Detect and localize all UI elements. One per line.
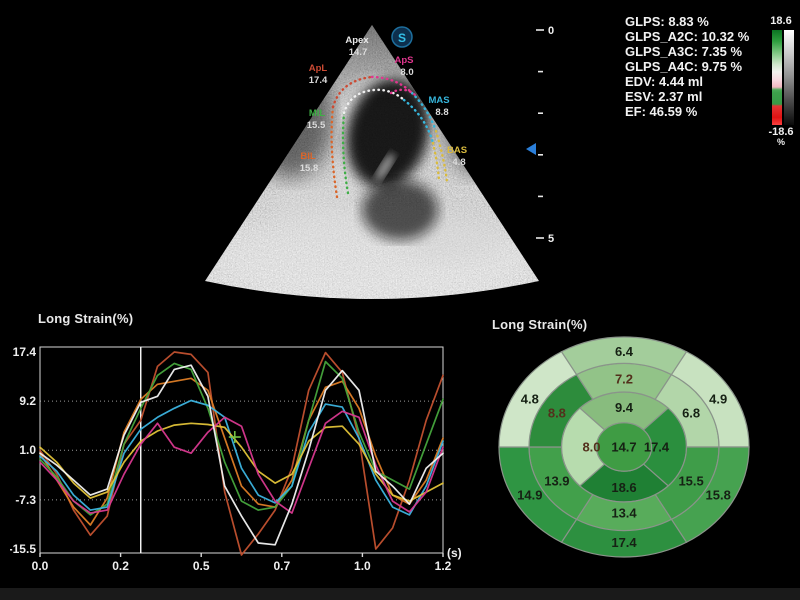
bullseye-value: 6.4 xyxy=(615,344,634,359)
bullseye-value: 17.4 xyxy=(611,535,637,550)
y-tick-label: 17.4 xyxy=(13,345,37,359)
measurement-glps-a2c: GLPS_A2C: 10.32 % xyxy=(625,29,750,44)
bullseye-value: 13.9 xyxy=(544,474,569,489)
bullseye-value: 8.8 xyxy=(548,405,566,420)
strain-colorbar xyxy=(772,30,782,125)
bullseye-value: 6.8 xyxy=(682,405,700,420)
measurement-ef: EF: 46.59 % xyxy=(625,104,698,119)
colorbar-min-label: -18.6 xyxy=(768,126,794,138)
strain-chart: 17.4 9.2 1.0 -7.3 -15.5 0.0 0.2 0.5 0.7 1.0 1.2(s) xyxy=(10,345,462,573)
segment-value-mil: 15.5 xyxy=(307,120,326,131)
bullseye-value: 14.9 xyxy=(517,487,542,502)
segment-value-apl: 17.4 xyxy=(309,75,328,86)
segment-value-bil: 15.8 xyxy=(300,163,319,174)
segment-value-bas: 4.8 xyxy=(452,157,465,168)
strain-curve-ApS xyxy=(39,410,444,514)
x-tick-label: 1.0 xyxy=(354,559,371,573)
ultrasound-image: S Apex 14.7 ApS 8.0 ApL 17.4 MAS 8.8 MIL… xyxy=(205,25,554,299)
focus-marker-icon[interactable] xyxy=(526,143,536,155)
bullseye-value: 8.0 xyxy=(582,440,600,455)
bullseye-title: Long Strain(%) xyxy=(492,317,588,332)
x-axis-unit: (s) xyxy=(447,546,462,560)
strain-chart-title: Long Strain(%) xyxy=(38,311,134,326)
endocardial-contour xyxy=(341,88,441,195)
measurement-glps-a3c: GLPS_A3C: 7.35 % xyxy=(625,44,743,59)
x-tick-label: 1.2 xyxy=(435,559,452,573)
bullseye-value: 13.4 xyxy=(611,506,637,521)
measurement-glps: GLPS: 8.83 % xyxy=(625,14,709,29)
strain-curve-ApL xyxy=(39,351,444,556)
segment-label-bas: BAS xyxy=(447,145,467,156)
depth-scale-bottom: 5 xyxy=(548,233,554,245)
bullseye-segment-outer-5 xyxy=(498,350,578,448)
y-tick-label: -7.3 xyxy=(15,493,36,507)
gray-colorbar xyxy=(784,30,794,125)
bullseye-value-center: 14.7 xyxy=(611,440,636,455)
bullseye-plot: 9.4 17.4 18.6 8.0 7.2 6.8 15.5 13.4 13.9 8.8 6.4 4.… xyxy=(498,336,750,558)
epicardial-contour xyxy=(330,75,449,199)
segment-label-apl: ApL xyxy=(309,63,328,74)
segment-label-mas: MAS xyxy=(428,95,449,106)
bullseye-segment-center xyxy=(595,422,653,472)
segment-label-apex: Apex xyxy=(345,35,369,46)
measurement-edv: EDV: 4.44 ml xyxy=(625,74,704,89)
x-tick-label: 0.0 xyxy=(32,559,49,573)
ultrasound-anatomy xyxy=(205,25,539,299)
bottom-bar xyxy=(0,588,800,600)
measurement-glps-a4c: GLPS_A4C: 9.75 % xyxy=(625,59,743,74)
strain-curve-BIL xyxy=(39,377,444,526)
segment-label-aps: ApS xyxy=(395,55,414,66)
y-tick-label: 9.2 xyxy=(19,394,36,408)
strain-curve-BAS xyxy=(39,422,444,502)
vendor-logo-letter: S xyxy=(398,31,406,45)
bullseye-value: 9.4 xyxy=(615,400,634,415)
bullseye-value: 7.2 xyxy=(615,371,633,386)
segment-value-aps: 8.0 xyxy=(400,67,413,78)
bullseye-value: 15.5 xyxy=(678,474,703,489)
measurement-esv: ESV: 2.37 ml xyxy=(625,89,703,104)
y-tick-label: -15.5 xyxy=(10,542,36,556)
segment-label-bil: BIL xyxy=(300,151,316,162)
segment-value-apex: 14.7 xyxy=(349,47,368,58)
segment-labels: Apex 14.7 ApS 8.0 ApL 17.4 MAS 8.8 MIL 1… xyxy=(300,35,467,174)
segment-value-mas: 8.8 xyxy=(435,107,448,118)
x-tick-label: 0.5 xyxy=(193,559,210,573)
x-tick-label: 0.2 xyxy=(112,559,129,573)
strain-curve-Apex xyxy=(39,364,444,546)
depth-scale-top: 0 xyxy=(548,25,554,37)
colorbar-max-label: 18.6 xyxy=(770,15,792,27)
segment-label-mil: MIL xyxy=(309,108,326,119)
bullseye-value: 17.4 xyxy=(644,440,670,455)
y-tick-label: 1.0 xyxy=(19,443,36,457)
bullseye-value: 4.8 xyxy=(521,392,539,407)
strain-curve-MAS xyxy=(39,399,444,516)
x-tick-label: 0.7 xyxy=(273,559,290,573)
depth-scale xyxy=(536,29,544,239)
vendor-logo: S xyxy=(391,26,413,48)
bullseye-value: 18.6 xyxy=(611,480,636,495)
measurement-panel: GLPS: 8.83 % GLPS_A2C: 10.32 % GLPS_A3C:… xyxy=(625,14,749,119)
bullseye-value: 15.8 xyxy=(706,487,731,502)
colorbar-unit-label: % xyxy=(776,137,785,147)
bullseye-value: 4.9 xyxy=(709,392,727,407)
